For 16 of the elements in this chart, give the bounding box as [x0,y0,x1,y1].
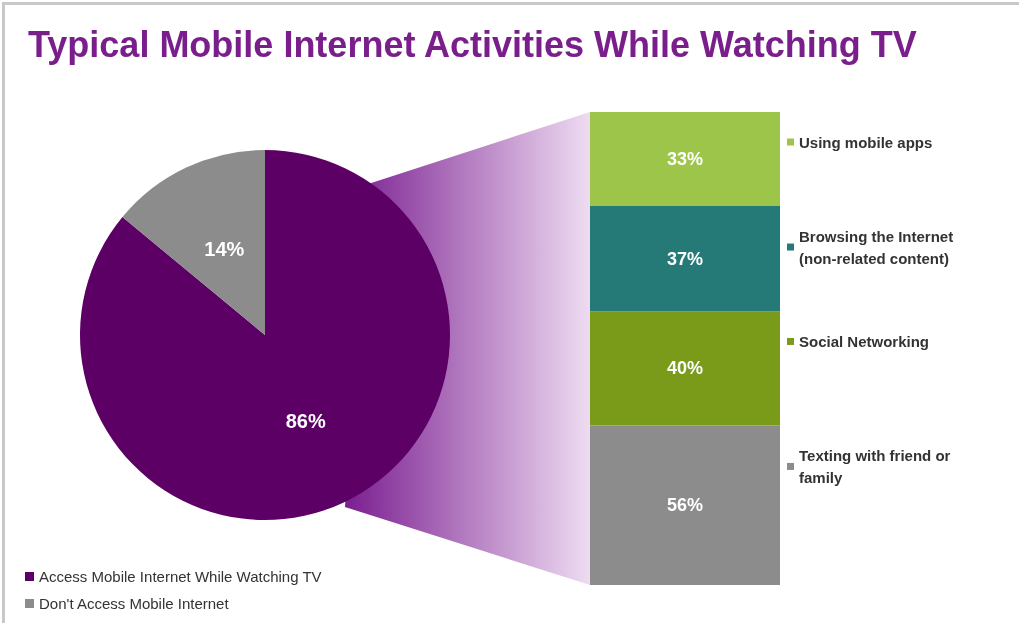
legend-label: Social Networking [799,332,930,350]
bar [590,311,780,426]
legend-label: Browsing the Internet (non-related content) [799,227,958,267]
data-label: 37% [666,248,704,269]
bar [590,206,780,312]
data-label: 33% [666,149,704,170]
legend-label: Don't Access Mobile Internet [39,595,230,612]
data-label: 40% [666,358,704,379]
data-label: 56% [666,495,704,516]
data-label: 14% [204,237,245,260]
chart-title: Typical Mobile Internet Activities While Watching TV [28,24,918,66]
legend-label: Access Mobile Internet While Watching TV [39,568,322,585]
bar [590,112,780,207]
legend-label: Texting with friend or family [799,446,955,486]
data-label: 86% [285,410,326,433]
legend-label: Using mobile apps [799,133,933,151]
